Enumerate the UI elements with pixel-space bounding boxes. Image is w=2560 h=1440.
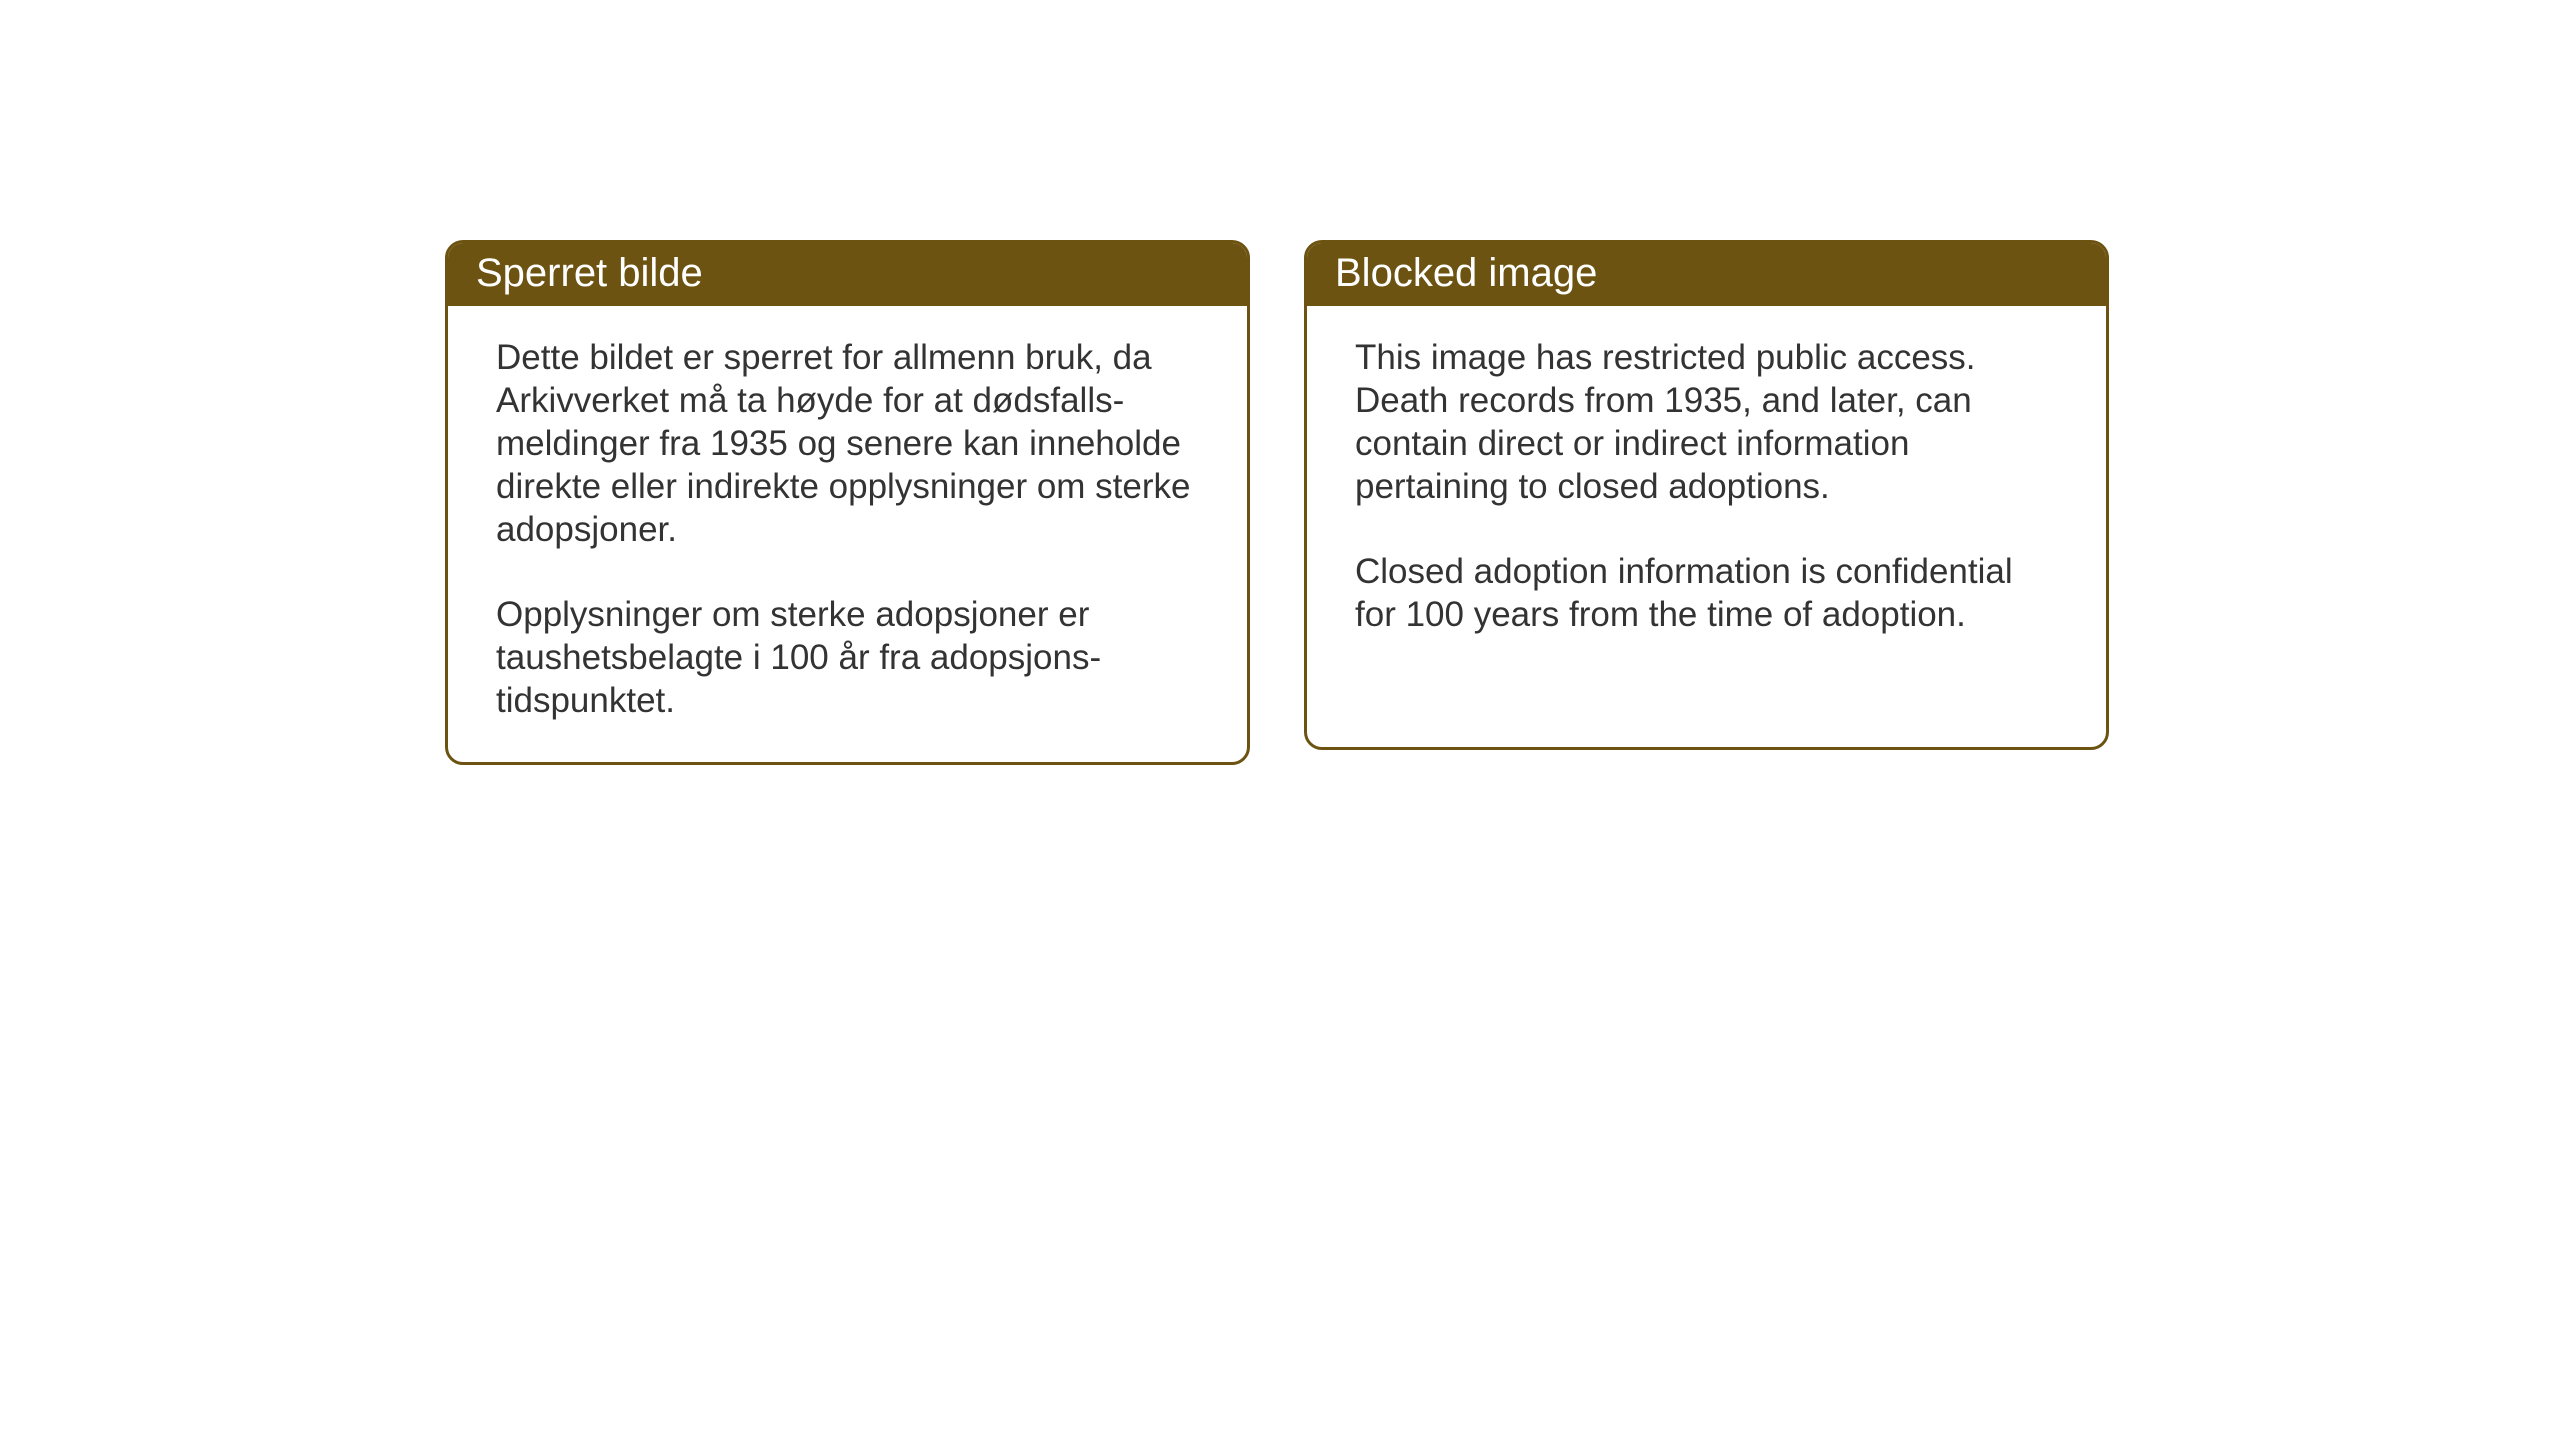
notice-card-english: Blocked image This image has restricted …	[1304, 240, 2109, 750]
card-body-norwegian: Dette bildet er sperret for allmenn bruk…	[448, 306, 1247, 762]
card-paragraph: Closed adoption information is confident…	[1355, 550, 2058, 636]
card-paragraph: Dette bildet er sperret for allmenn bruk…	[496, 336, 1199, 551]
card-body-english: This image has restricted public access.…	[1307, 306, 2106, 676]
notice-container: Sperret bilde Dette bildet er sperret fo…	[0, 0, 2560, 765]
card-title: Blocked image	[1335, 251, 1597, 295]
card-paragraph: Opplysninger om sterke adopsjoner er tau…	[496, 593, 1199, 722]
card-header-norwegian: Sperret bilde	[448, 243, 1247, 306]
card-header-english: Blocked image	[1307, 243, 2106, 306]
card-title: Sperret bilde	[476, 251, 703, 295]
notice-card-norwegian: Sperret bilde Dette bildet er sperret fo…	[445, 240, 1250, 765]
card-paragraph: This image has restricted public access.…	[1355, 336, 2058, 508]
